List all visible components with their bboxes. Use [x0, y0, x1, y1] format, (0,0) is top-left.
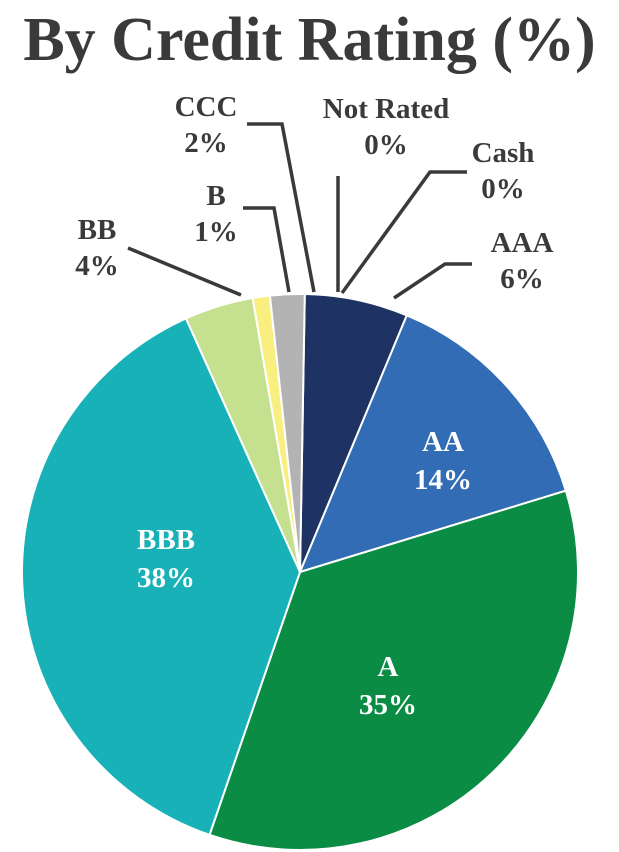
slice-value-a: 35% [359, 689, 417, 721]
slice-value-ccc: 2% [184, 127, 228, 159]
chart-title: By Credit Rating (%) [23, 6, 596, 74]
slice-ccc [268, 293, 306, 573]
slice-value-b: 1% [194, 216, 238, 248]
slice-label-not-rated: Not Rated [323, 93, 449, 125]
slice-label-ccc: CCC [175, 91, 238, 123]
leader-line-b [243, 206, 291, 293]
slice-value-not-rated: 0% [364, 129, 408, 161]
slice-label-b: B [206, 180, 225, 212]
slice-label-aaa: AAA [491, 227, 554, 259]
pie-labels: Cash 0% AAA 6% AA 14% A 35% BBB 38% BB 4% B 1% CCC 2% No… [75, 91, 553, 721]
slice-label-bbb: BBB [137, 524, 195, 556]
slice-label-cash: Cash [472, 137, 535, 169]
slice-value-bbb: 38% [137, 562, 195, 594]
slice-a [208, 489, 580, 851]
slice-value-aa: 14% [414, 464, 472, 496]
slice-value-aaa: 6% [500, 263, 544, 295]
pie-wedges [21, 293, 580, 851]
slice-label-bb: BB [78, 214, 117, 246]
slice-label-a: A [378, 651, 399, 683]
slice-aa [298, 314, 568, 574]
slice-label-aa: AA [422, 426, 464, 458]
slice-bbb [21, 317, 302, 837]
slice-value-cash: 0% [481, 173, 525, 205]
leader-line-bb [127, 246, 242, 297]
leader-line-ccc [247, 122, 316, 293]
leader-line-cash [340, 170, 467, 295]
leader-line-aaa [393, 262, 472, 300]
slice-value-bb: 4% [75, 250, 119, 282]
